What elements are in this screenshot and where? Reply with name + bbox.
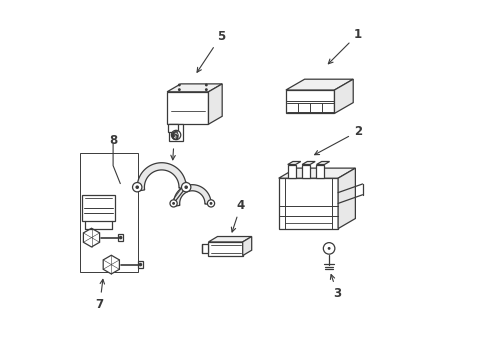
Circle shape	[209, 202, 212, 205]
Polygon shape	[287, 165, 295, 178]
Polygon shape	[337, 168, 355, 229]
Polygon shape	[138, 261, 142, 268]
Polygon shape	[137, 163, 186, 191]
Polygon shape	[285, 90, 334, 113]
Circle shape	[172, 202, 175, 205]
Polygon shape	[208, 237, 251, 242]
Polygon shape	[167, 92, 208, 124]
Circle shape	[204, 88, 207, 91]
Circle shape	[204, 84, 207, 86]
Text: 4: 4	[231, 199, 244, 232]
Circle shape	[184, 185, 187, 189]
Polygon shape	[118, 234, 123, 241]
Circle shape	[178, 88, 181, 91]
Polygon shape	[83, 228, 100, 247]
Polygon shape	[278, 178, 337, 229]
Bar	[80, 153, 138, 272]
Polygon shape	[302, 162, 315, 165]
Text: 7: 7	[96, 279, 104, 311]
Text: 5: 5	[197, 30, 225, 72]
Text: 8: 8	[109, 134, 117, 147]
Circle shape	[135, 185, 139, 189]
Polygon shape	[208, 242, 242, 256]
Polygon shape	[167, 84, 222, 92]
Polygon shape	[208, 84, 222, 124]
Polygon shape	[285, 79, 352, 90]
Circle shape	[170, 200, 177, 207]
Polygon shape	[81, 195, 115, 221]
Circle shape	[327, 247, 330, 250]
Polygon shape	[278, 168, 355, 178]
Polygon shape	[173, 185, 211, 206]
Polygon shape	[316, 162, 329, 165]
Polygon shape	[202, 244, 208, 253]
Polygon shape	[103, 255, 119, 274]
Text: 2: 2	[314, 125, 361, 155]
Polygon shape	[168, 124, 183, 141]
Circle shape	[181, 183, 190, 192]
Polygon shape	[316, 165, 324, 178]
Circle shape	[323, 243, 334, 254]
Polygon shape	[302, 165, 309, 178]
Circle shape	[132, 183, 142, 192]
Text: 6: 6	[170, 130, 178, 160]
Polygon shape	[287, 162, 300, 165]
Circle shape	[139, 263, 142, 266]
Text: 1: 1	[327, 28, 361, 64]
Circle shape	[178, 84, 181, 86]
Text: 3: 3	[330, 275, 341, 300]
Polygon shape	[242, 237, 251, 256]
Circle shape	[207, 200, 214, 207]
Circle shape	[119, 236, 122, 239]
Polygon shape	[334, 79, 352, 113]
Polygon shape	[167, 124, 178, 132]
Circle shape	[171, 130, 181, 140]
